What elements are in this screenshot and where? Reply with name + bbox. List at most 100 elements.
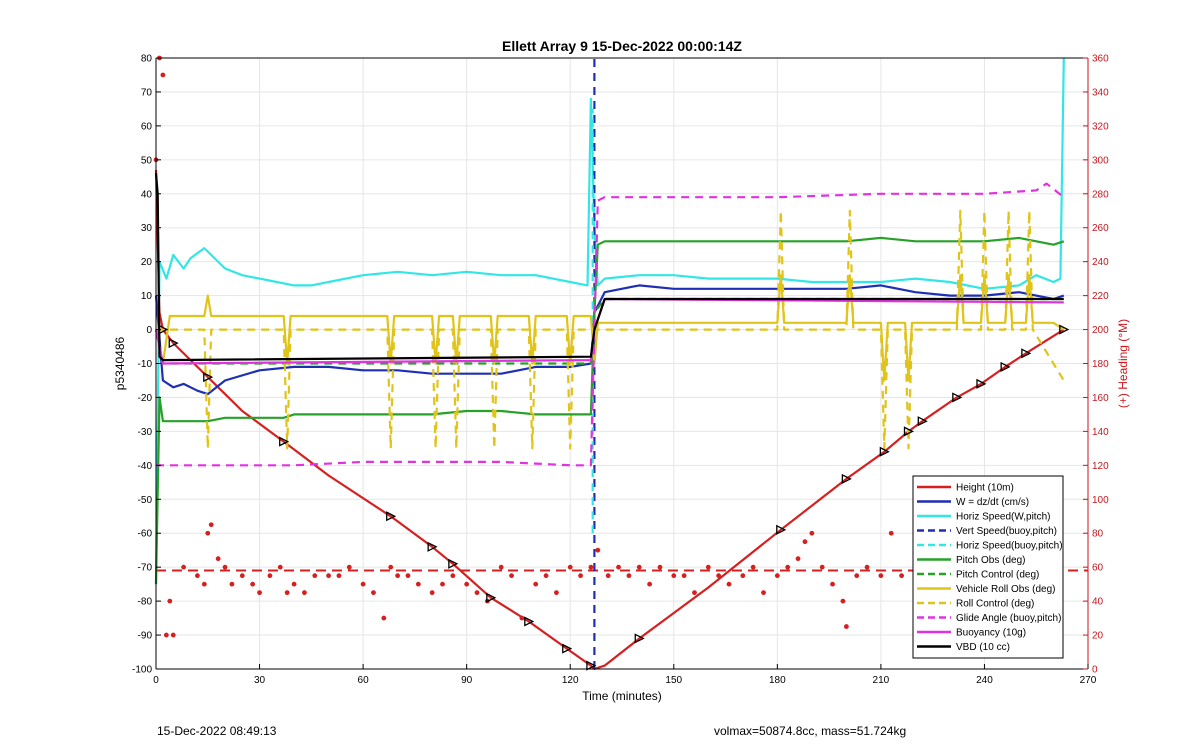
heading-point xyxy=(543,573,549,579)
heading-point xyxy=(277,564,283,570)
heading-point xyxy=(239,573,245,579)
x-tick-label: 0 xyxy=(153,675,159,686)
height-marker xyxy=(1000,361,1011,372)
height-marker xyxy=(1059,324,1070,335)
height-marker xyxy=(586,660,597,671)
heading-point xyxy=(395,573,401,579)
heading-point xyxy=(160,72,166,78)
footer-timestamp: 15-Dec-2022 08:49:13 xyxy=(157,724,277,738)
legend-label: Roll Control (deg) xyxy=(956,599,1034,610)
height-marker xyxy=(776,524,787,535)
y-tick-label: 10 xyxy=(141,291,153,302)
heading-point xyxy=(170,632,176,638)
x-tick-label: 60 xyxy=(358,675,370,686)
x-tick-label: 120 xyxy=(562,675,579,686)
heading-point xyxy=(302,590,307,596)
heading-point xyxy=(567,564,573,570)
y-tick-label: -10 xyxy=(138,359,153,370)
heading-point xyxy=(291,581,297,587)
y2-tick-label: 100 xyxy=(1092,495,1109,506)
y-tick-label: 70 xyxy=(141,87,153,98)
height-marker xyxy=(634,633,645,644)
heading-point xyxy=(509,573,514,579)
heading-point xyxy=(588,564,594,570)
heading-point xyxy=(205,530,211,536)
heading-point xyxy=(360,581,366,587)
heading-point xyxy=(595,547,601,553)
legend: Height (10m) W = dz/dt (cm/s) Horiz Speed(… xyxy=(912,475,1064,659)
y-tick-label: -30 xyxy=(138,427,153,438)
x-tick-label: 90 xyxy=(461,675,473,686)
heading-point xyxy=(705,564,711,570)
legend-label: Vert Speed(buoy,pitch) xyxy=(956,526,1057,537)
x-tick-label: 210 xyxy=(873,675,890,686)
heading-point xyxy=(681,573,687,579)
y-tick-label: -40 xyxy=(138,461,153,472)
series-line-11 xyxy=(154,173,1064,362)
heading-point xyxy=(554,590,559,596)
y2-axis-label: (+) Heading (°M) xyxy=(1116,319,1130,408)
y2-tick-label: 280 xyxy=(1092,189,1109,200)
legend-label: Vehicle Roll Obs (deg) xyxy=(956,584,1056,595)
y-tick-label: 80 xyxy=(141,54,153,65)
heading-point xyxy=(284,590,290,596)
series-line-5 xyxy=(154,236,1065,585)
heading-point xyxy=(716,573,722,579)
heading-point xyxy=(208,522,214,528)
heading-point xyxy=(671,573,677,579)
heading-point xyxy=(888,530,894,536)
heading-point xyxy=(229,581,235,587)
heading-point xyxy=(429,590,435,596)
y2-tick-label: 120 xyxy=(1092,461,1109,472)
y-tick-label: -80 xyxy=(138,597,153,608)
legend-label: Pitch Control (deg) xyxy=(956,570,1039,581)
y-tick-label: -20 xyxy=(138,393,153,404)
heading-point xyxy=(726,581,732,587)
height-marker xyxy=(879,446,890,457)
heading-point xyxy=(843,624,849,629)
y2-tick-label: 80 xyxy=(1092,529,1104,540)
height-marker xyxy=(448,558,459,569)
y2-tick-label: 180 xyxy=(1092,359,1109,370)
heading-point xyxy=(616,564,621,570)
heading-point xyxy=(761,590,766,596)
heading-point xyxy=(785,564,791,570)
y2-tick-label: 260 xyxy=(1092,223,1109,234)
legend-label: Pitch Obs (deg) xyxy=(956,555,1025,566)
y2-tick-label: 240 xyxy=(1092,257,1109,268)
heading-point xyxy=(578,573,583,579)
y2-tick-label: 20 xyxy=(1092,631,1104,642)
x-tick-label: 180 xyxy=(769,675,786,686)
heading-point xyxy=(474,590,480,596)
y-tick-label: 30 xyxy=(141,223,153,234)
heading-point xyxy=(163,632,169,638)
heading-point xyxy=(312,573,318,579)
series-line-1 xyxy=(154,284,1065,396)
heading-point xyxy=(802,539,808,545)
y-tick-label: 0 xyxy=(146,325,152,336)
legend-box xyxy=(912,475,1064,659)
y-tick-label: 40 xyxy=(141,189,153,200)
height-marker xyxy=(524,616,535,627)
heading-point xyxy=(201,581,207,587)
height-marker xyxy=(841,473,852,484)
height-marker xyxy=(203,372,214,383)
y2-tick-label: 140 xyxy=(1092,427,1109,438)
heading-point xyxy=(498,564,504,570)
series-line-0 xyxy=(154,169,1065,671)
heading-point xyxy=(167,598,173,604)
heading-point xyxy=(878,573,884,579)
height-marker xyxy=(386,511,397,522)
height-marker xyxy=(486,592,497,603)
heading-point xyxy=(809,530,815,536)
legend-label: Glide Angle (buoy,pitch) xyxy=(956,613,1061,624)
y2-tick-label: 60 xyxy=(1092,563,1104,574)
height-marker xyxy=(1021,348,1032,359)
heading-point xyxy=(415,581,421,587)
chart-title: Ellett Array 9 15-Dec-2022 00:00:14Z xyxy=(502,38,742,54)
y-axis-label: p5340486 xyxy=(113,336,127,390)
heading-point xyxy=(692,590,697,596)
x-tick-label: 270 xyxy=(1080,675,1097,686)
heading-point xyxy=(257,590,262,596)
